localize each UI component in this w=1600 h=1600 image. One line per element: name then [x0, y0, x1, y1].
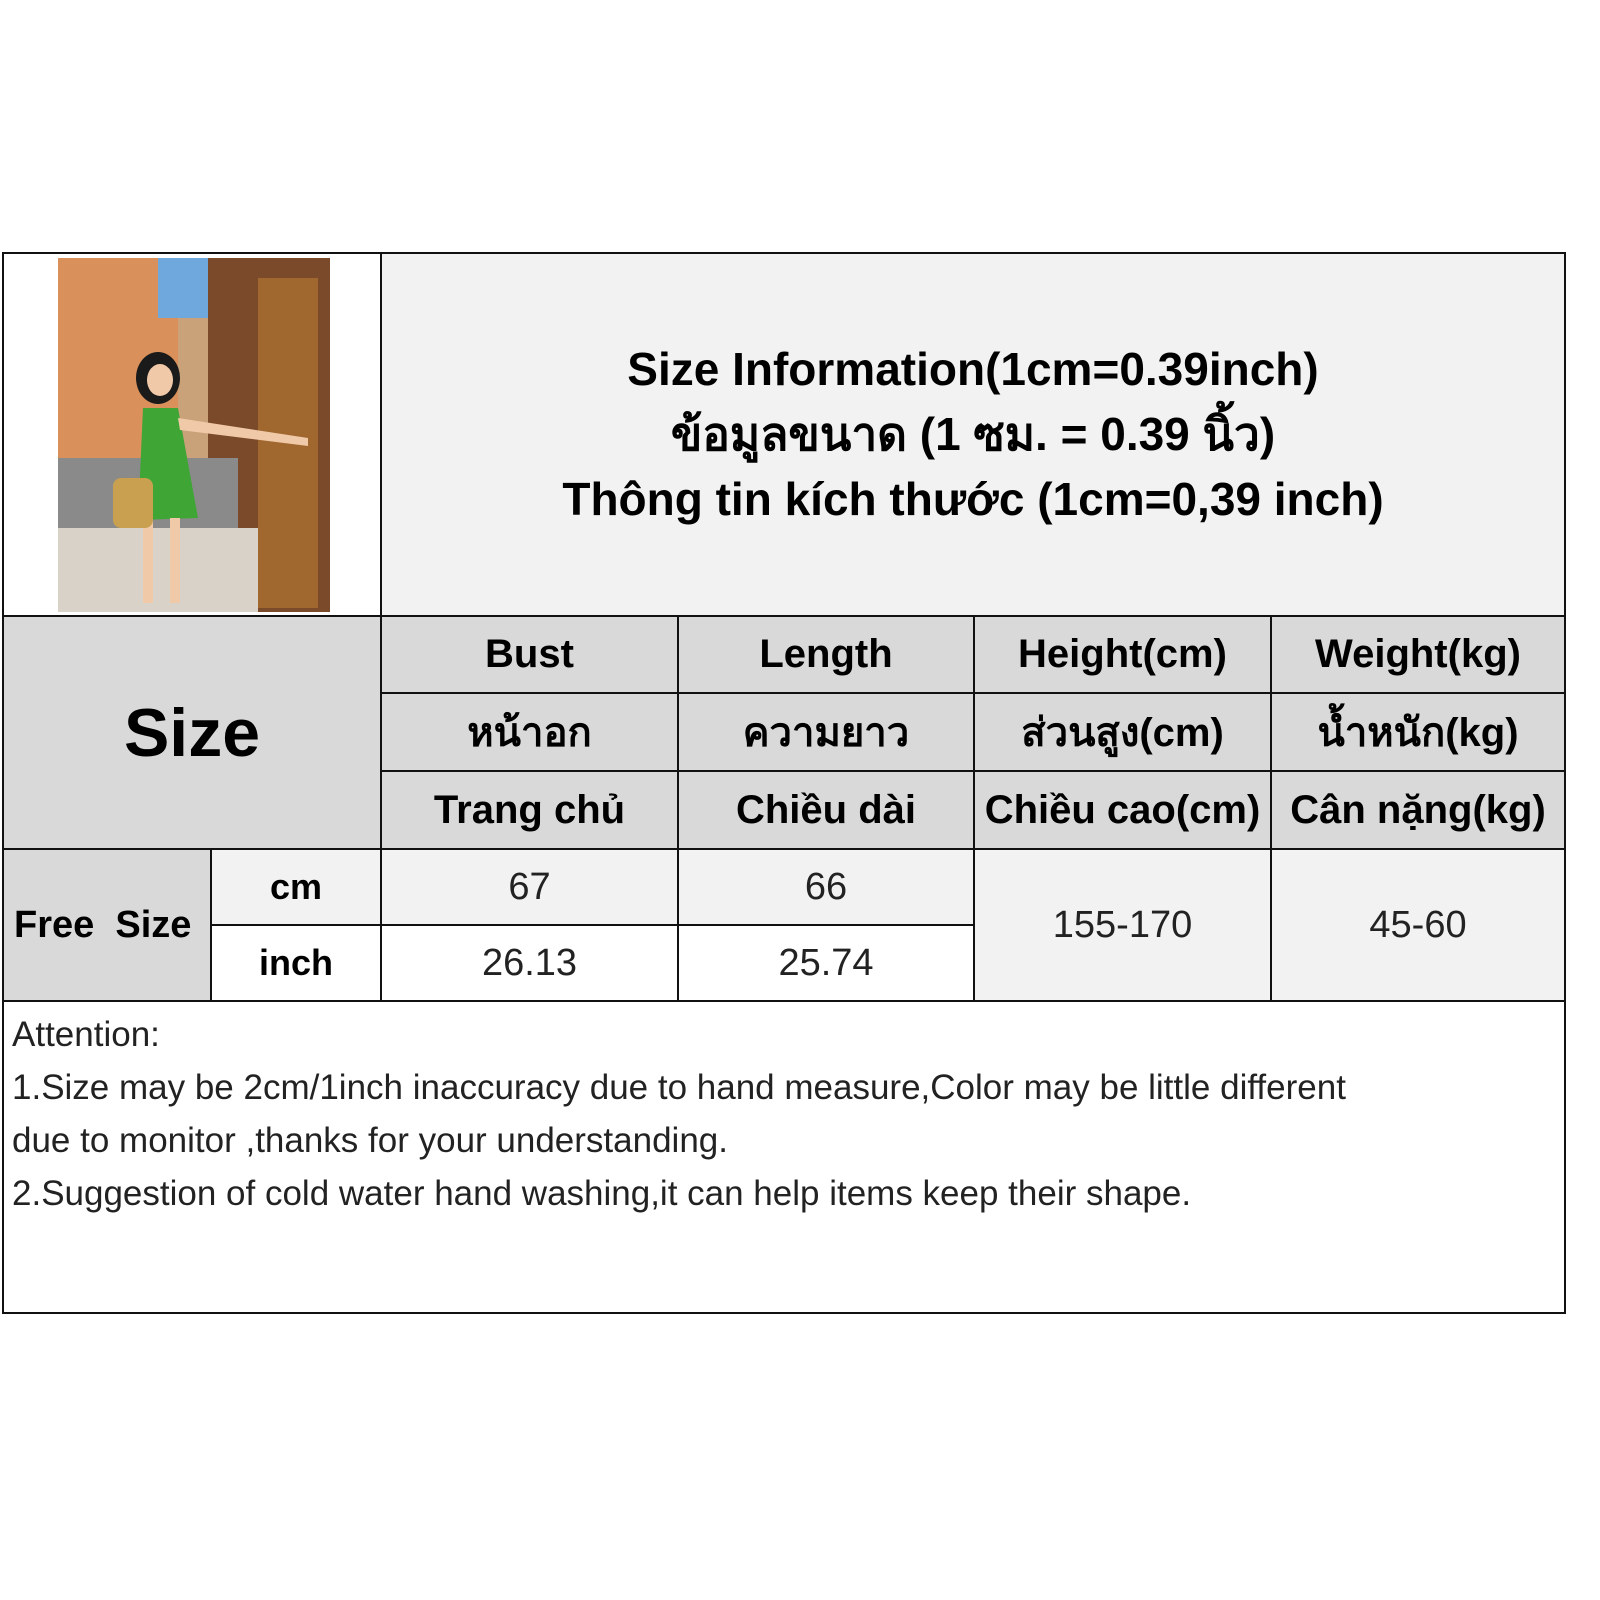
- bust-cm-value: 67: [380, 848, 679, 926]
- attention-heading: Attention:: [12, 1015, 160, 1054]
- col-length-vi: Chiều dài: [677, 770, 975, 850]
- col-length-th: ความยาว: [677, 692, 975, 772]
- model-photo: [58, 258, 330, 612]
- title-vi: Thông tin kích thước (1cm=0,39 inch): [562, 473, 1384, 525]
- col-length-en: Length: [677, 615, 975, 694]
- attention-notes: Attention: 1.Size may be 2cm/1inch inacc…: [2, 1000, 1566, 1314]
- attention-line-2: due to monitor ,thanks for your understa…: [12, 1121, 728, 1160]
- size-info-title: Size Information(1cm=0.39inch) ข้อมูลขนา…: [380, 252, 1566, 617]
- col-height-vi: Chiều cao(cm): [973, 770, 1272, 850]
- unit-inch: inch: [210, 924, 382, 1002]
- col-height-th: ส่วนสูง(cm): [973, 692, 1272, 772]
- height-value: 155-170: [973, 848, 1272, 1002]
- col-weight-vi: Cân nặng(kg): [1270, 770, 1566, 850]
- title-en: Size Information(1cm=0.39inch): [627, 343, 1319, 395]
- col-weight-en: Weight(kg): [1270, 615, 1566, 694]
- length-cm-value: 66: [677, 848, 975, 926]
- col-bust-en: Bust: [380, 615, 679, 694]
- col-weight-th: น้ำหนัก(kg): [1270, 692, 1566, 772]
- bust-inch-value: 26.13: [380, 924, 679, 1002]
- unit-cm: cm: [210, 848, 382, 926]
- weight-value: 45-60: [1270, 848, 1566, 1002]
- attention-line-1: 1.Size may be 2cm/1inch inaccuracy due t…: [12, 1068, 1346, 1107]
- length-inch-value: 25.74: [677, 924, 975, 1002]
- col-bust-th: หน้าอก: [380, 692, 679, 772]
- title-th: ข้อมูลขนาด (1 ซม. = 0.39 นิ้ว): [670, 408, 1276, 460]
- col-bust-vi: Trang chủ: [380, 770, 679, 850]
- row-label-free-size: Free Size: [2, 848, 212, 1002]
- size-header: Size: [2, 615, 382, 850]
- photo-cell: [2, 252, 382, 617]
- col-height-en: Height(cm): [973, 615, 1272, 694]
- attention-line-3: 2.Suggestion of cold water hand washing,…: [12, 1174, 1192, 1213]
